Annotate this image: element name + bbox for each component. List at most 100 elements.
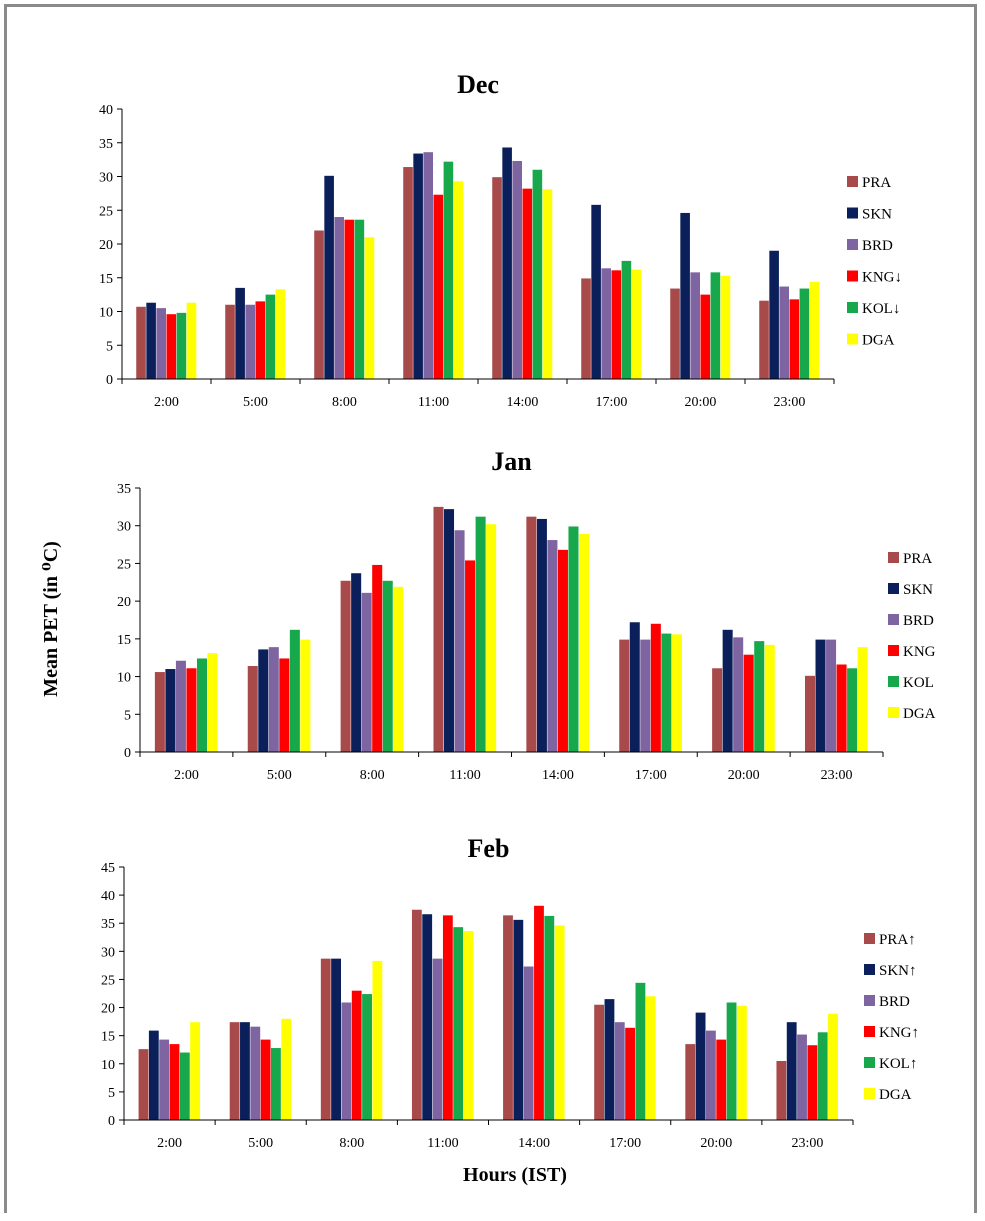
bar-BRD-11:00 — [432, 958, 443, 1120]
bar-KOL↓-5:00 — [265, 294, 276, 380]
bar-SKN-14:00 — [502, 147, 512, 379]
legend-label-KNG: KNG — [903, 644, 936, 660]
bar-KNG↓-5:00 — [255, 301, 266, 380]
legend-swatch-KNG↑ — [864, 1026, 875, 1037]
bar-KOL↓-11:00 — [443, 161, 454, 379]
bar-PRA↑-20:00 — [685, 1044, 696, 1120]
bar-KNG-17:00 — [650, 623, 661, 752]
y-tick-label: 25 — [117, 557, 131, 572]
bar-PRA-20:00 — [670, 288, 680, 379]
chart-dec: Dec 0 5 10 15 20 25 30 35 40 2:00 5:00 8:00 11:00 14:0… — [99, 70, 902, 410]
x-tick-label: 5:00 — [243, 395, 268, 410]
bar-SKN-20:00 — [722, 629, 733, 752]
y-tick-label: 0 — [106, 373, 113, 388]
bar-PRA-2:00 — [154, 672, 165, 752]
x-tick-label: 8:00 — [332, 395, 357, 410]
chart-feb: Feb 0 5 10 15 20 25 30 35 40 45 2:00 5:00 8:00 11:00 14… — [101, 834, 919, 1151]
bar-KOL↓-2:00 — [176, 312, 187, 379]
y-tick-label: 30 — [99, 171, 113, 186]
bar-KOL↑-14:00 — [544, 915, 555, 1120]
chart-jan: Jan 0 5 10 15 20 25 30 35 2:00 5:00 8:00 11:00 14:00 1… — [117, 447, 936, 783]
x-tick-label: 23:00 — [774, 395, 806, 410]
x-tick-label: 11:00 — [427, 1136, 458, 1151]
legend-swatch-KOL↓ — [847, 302, 858, 313]
bar-DGA-8:00 — [393, 586, 404, 752]
bar-BRD-2:00 — [159, 1039, 170, 1120]
bar-DGA-14:00 — [554, 925, 565, 1120]
bar-KOL↑-20:00 — [726, 1002, 737, 1120]
bar-DGA-8:00 — [364, 237, 375, 379]
bar-KOL↓-8:00 — [354, 219, 365, 379]
legend-label-KNG↓: KNG↓ — [862, 270, 902, 286]
bar-KOL↑-11:00 — [453, 927, 464, 1120]
x-tick-label: 20:00 — [685, 395, 717, 410]
bar-BRD-14:00 — [523, 966, 534, 1120]
bar-KNG↑-23:00 — [807, 1045, 818, 1120]
y-tick-label: 40 — [99, 103, 113, 118]
bar-SKN↑-11:00 — [422, 914, 433, 1120]
bar-PRA↑-2:00 — [138, 1049, 149, 1120]
bar-BRD-20:00 — [690, 272, 700, 379]
bar-DGA-23:00 — [857, 647, 868, 752]
bar-PRA↑-23:00 — [776, 1060, 787, 1120]
legend-label-KOL↓: KOL↓ — [862, 301, 900, 317]
bar-DGA-2:00 — [190, 1022, 201, 1120]
bar-KNG↓-8:00 — [344, 219, 355, 379]
x-tick-label: 20:00 — [700, 1136, 732, 1151]
bar-BRD-8:00 — [361, 592, 372, 752]
bar-PRA↑-11:00 — [411, 909, 422, 1120]
legend-label-DGA: DGA — [862, 333, 895, 349]
bar-DGA-23:00 — [828, 1013, 838, 1120]
bar-SKN-14:00 — [536, 518, 547, 752]
y-tick-label: 5 — [124, 708, 131, 723]
bar-KNG↓-23:00 — [789, 299, 800, 379]
bar-KNG↑-8:00 — [351, 990, 362, 1120]
x-tick-label: 2:00 — [154, 395, 179, 410]
legend-swatch-PRA — [888, 552, 899, 563]
bar-PRA-5:00 — [225, 304, 235, 379]
bar-KNG↑-5:00 — [260, 1039, 271, 1120]
bar-BRD-23:00 — [797, 1034, 807, 1120]
bar-SKN-2:00 — [165, 669, 176, 752]
bar-PRA-8:00 — [314, 230, 324, 379]
legend-label-KOL↑: KOL↑ — [879, 1056, 917, 1072]
bar-SKN-5:00 — [258, 649, 269, 752]
bar-DGA-17:00 — [671, 634, 682, 752]
bar-KNG-2:00 — [186, 668, 197, 752]
bar-KNG↑-2:00 — [169, 1044, 180, 1120]
legend-swatch-BRD — [847, 239, 858, 250]
legend-swatch-KOL↑ — [864, 1057, 875, 1068]
bar-KNG↑-20:00 — [716, 1039, 727, 1120]
bar-BRD-17:00 — [614, 1022, 625, 1120]
bar-KNG-23:00 — [836, 664, 847, 752]
x-tick-label: 5:00 — [267, 768, 292, 783]
legend-label-SKN: SKN — [862, 207, 892, 223]
legend-label-KOL: KOL — [903, 675, 934, 691]
bar-DGA-2:00 — [186, 302, 197, 379]
bar-PRA-20:00 — [712, 668, 723, 752]
x-tick-label: 8:00 — [360, 768, 385, 783]
bar-KOL-2:00 — [196, 658, 207, 752]
bar-DGA-14:00 — [578, 534, 590, 752]
y-tick-label: 20 — [99, 238, 113, 253]
y-tick-label: 5 — [106, 339, 113, 354]
bar-KOL↑-8:00 — [362, 994, 372, 1120]
bar-KOL↓-17:00 — [621, 260, 632, 380]
bar-DGA-11:00 — [486, 524, 497, 752]
bar-SKN-8:00 — [351, 573, 362, 752]
bar-KNG↓-20:00 — [700, 294, 711, 380]
bar-BRD-14:00 — [547, 540, 558, 752]
bar-PRA-14:00 — [526, 516, 537, 752]
y-axis-title: Mean PET (in ⁰C) — [40, 541, 62, 697]
bar-SKN-11:00 — [413, 153, 423, 379]
bar-SKN-17:00 — [591, 204, 601, 379]
y-tick-label: 10 — [101, 1058, 115, 1073]
bar-SKN↑-20:00 — [695, 1012, 706, 1120]
bar-DGA-8:00 — [372, 960, 383, 1120]
bar-BRD-8:00 — [341, 1002, 352, 1120]
bar-PRA-17:00 — [581, 278, 591, 379]
legend-swatch-PRA — [847, 176, 858, 187]
y-tick-label: 35 — [117, 482, 131, 497]
bar-DGA-11:00 — [463, 931, 474, 1120]
bar-DGA-5:00 — [281, 1018, 292, 1120]
